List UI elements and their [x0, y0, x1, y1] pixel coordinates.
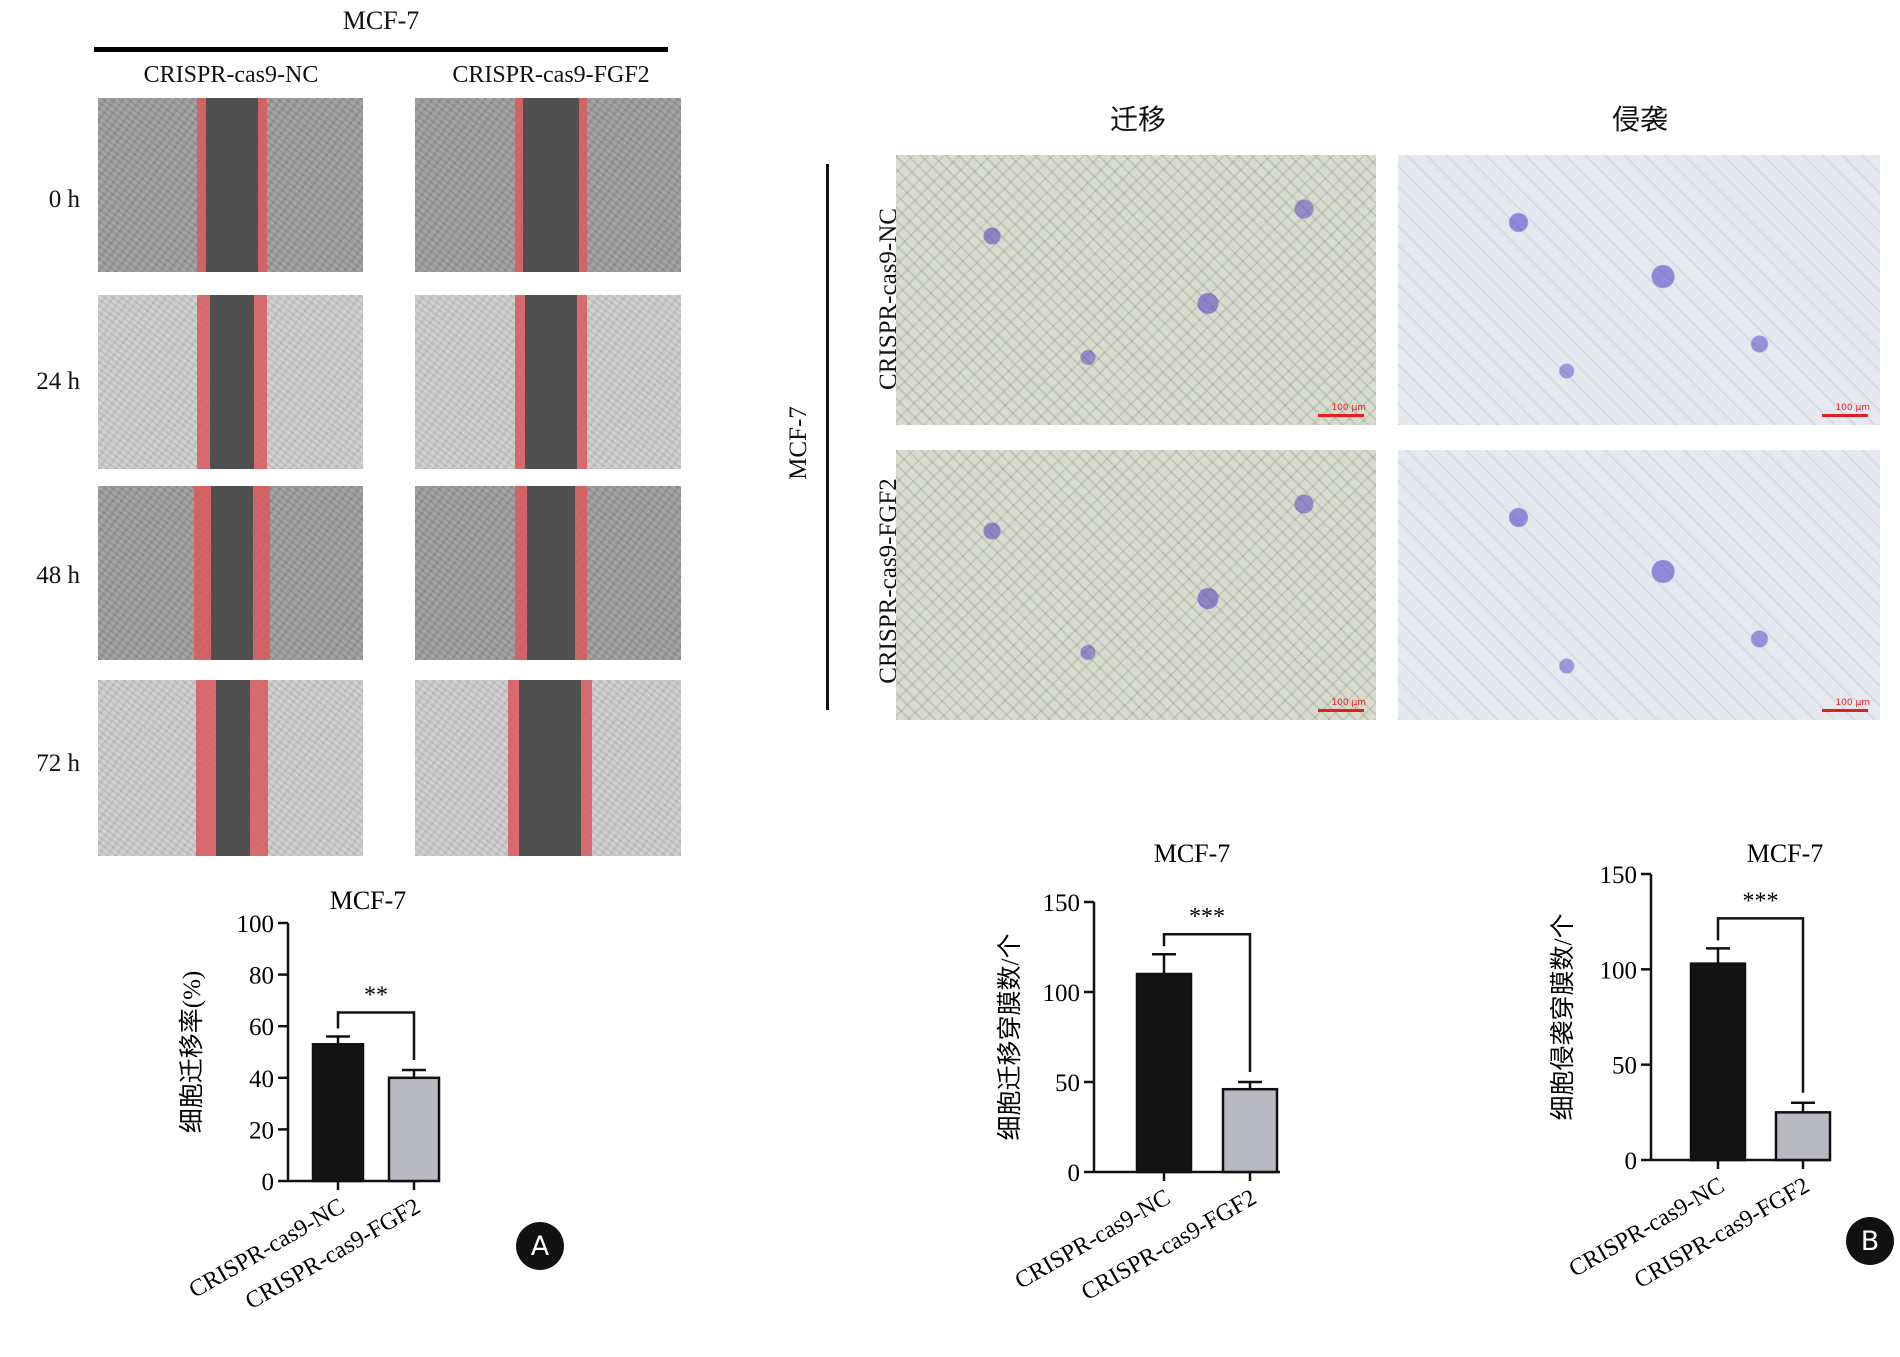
y-axis-label: 细胞迁移率(%)	[178, 971, 206, 1133]
panel-b-side-label: MCF-7	[785, 406, 812, 480]
y-tick-label: 100	[237, 911, 275, 938]
row-label-24h: 24 h	[36, 368, 80, 395]
row-label-72h: 72 h	[36, 750, 80, 777]
panel-a-title-rule	[94, 47, 668, 52]
scale-label: 100 μm	[1835, 403, 1870, 413]
y-tick-label: 0	[262, 1169, 275, 1196]
significance-label: ***	[1189, 904, 1225, 930]
significance-bracket	[336, 1011, 416, 1061]
bar	[387, 1076, 441, 1183]
scale-label: 100 μm	[1331, 698, 1366, 708]
row-label-0h: 0 h	[48, 186, 80, 213]
significance-label: **	[364, 983, 388, 1009]
row-label-48h: 48 h	[36, 562, 80, 589]
bar	[1689, 962, 1747, 1162]
transwell-invasion-fgf2: 100 μm	[1398, 450, 1880, 720]
bar	[1135, 972, 1193, 1174]
y-axis-label: 细胞迁移穿膜数/个	[996, 934, 1024, 1141]
chart-title: MCF-7	[1747, 839, 1824, 868]
transwell-migration-nc: 100 μm	[896, 155, 1376, 425]
panel-b-side-rule	[826, 164, 829, 710]
chart-title: MCF-7	[330, 886, 407, 915]
transwell-migration-fgf2: 100 μm	[896, 450, 1376, 720]
wound-image-nc-48h	[98, 486, 363, 660]
wound-image-nc-0h	[98, 98, 363, 272]
invasion-count-chart: MCF-7细胞侵袭穿膜数/个050100150CRISPR-cas9-NCCRI…	[1549, 839, 1832, 1294]
wound-image-fgf2-0h	[415, 98, 681, 272]
chart-title: MCF-7	[1154, 839, 1231, 868]
col-label-invasion: 侵袭	[1611, 103, 1668, 136]
y-tick-label: 0	[1068, 1160, 1081, 1187]
significance-label: ***	[1743, 888, 1779, 914]
bar	[311, 1043, 365, 1183]
transwell-invasion-nc: 100 μm	[1398, 155, 1880, 425]
wound-image-nc-24h	[98, 295, 363, 469]
panel-b-badge: B	[1846, 1217, 1894, 1265]
y-tick-label: 150	[1600, 862, 1638, 889]
significance-bracket	[1162, 932, 1252, 1072]
bar	[1774, 1111, 1832, 1162]
panel-a-title: MCF-7	[342, 6, 420, 35]
wound-image-nc-72h	[98, 680, 363, 856]
wound-image-fgf2-24h	[415, 295, 681, 469]
col-label-fgf2: CRISPR-cas9-FGF2	[452, 62, 650, 88]
y-tick-label: 100	[1043, 980, 1081, 1007]
y-tick-label: 40	[249, 1066, 274, 1093]
y-tick-label: 0	[1625, 1148, 1638, 1175]
y-tick-label: 100	[1600, 957, 1638, 984]
panel-a-badge: A	[516, 1222, 564, 1270]
y-tick-label: 80	[249, 963, 274, 990]
scale-label: 100 μm	[1835, 698, 1870, 708]
y-tick-label: 60	[249, 1014, 274, 1041]
migration-rate-chart: MCF-7细胞迁移率(%)020406080100CRISPR-cas9-NCC…	[178, 886, 441, 1315]
col-label-migration: 迁移	[1109, 103, 1166, 136]
y-tick-label: 50	[1055, 1070, 1080, 1097]
y-tick-label: 20	[249, 1117, 274, 1144]
y-tick-label: 50	[1612, 1053, 1637, 1080]
scale-label: 100 μm	[1331, 403, 1366, 413]
bar	[1221, 1087, 1279, 1174]
wound-image-fgf2-48h	[415, 486, 681, 660]
migration-count-chart: MCF-7细胞迁移穿膜数/个050100150CRISPR-cas9-NCCRI…	[996, 839, 1280, 1306]
col-label-nc: CRISPR-cas9-NC	[143, 62, 319, 88]
y-tick-label: 150	[1043, 890, 1081, 917]
wound-image-fgf2-72h	[415, 680, 681, 856]
significance-bracket	[1716, 917, 1805, 1093]
y-axis-label: 细胞侵袭穿膜数/个	[1549, 914, 1577, 1121]
